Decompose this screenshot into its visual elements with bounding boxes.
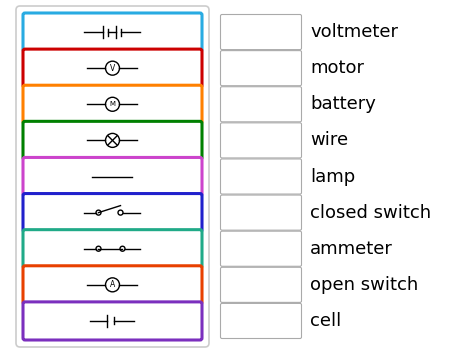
FancyBboxPatch shape [220,231,301,266]
Text: A: A [110,280,115,289]
Text: M: M [109,101,116,107]
Text: closed switch: closed switch [310,204,431,222]
FancyBboxPatch shape [23,302,202,340]
FancyBboxPatch shape [23,121,202,159]
FancyBboxPatch shape [23,266,202,304]
FancyBboxPatch shape [23,193,202,232]
FancyBboxPatch shape [23,49,202,87]
FancyBboxPatch shape [220,195,301,230]
Text: motor: motor [310,59,364,77]
FancyBboxPatch shape [220,15,301,50]
FancyBboxPatch shape [220,304,301,339]
Text: lamp: lamp [310,168,355,186]
Text: ammeter: ammeter [310,240,393,258]
FancyBboxPatch shape [23,158,202,196]
FancyBboxPatch shape [16,6,209,347]
FancyBboxPatch shape [220,267,301,302]
FancyBboxPatch shape [23,13,202,51]
Text: wire: wire [310,131,348,149]
Text: voltmeter: voltmeter [310,23,398,41]
FancyBboxPatch shape [220,159,301,194]
Text: V: V [110,64,115,73]
FancyBboxPatch shape [23,85,202,123]
FancyBboxPatch shape [220,51,301,86]
Text: open switch: open switch [310,276,418,294]
FancyBboxPatch shape [220,123,301,158]
FancyBboxPatch shape [220,87,301,122]
Text: battery: battery [310,95,376,113]
Text: cell: cell [310,312,341,330]
FancyBboxPatch shape [23,230,202,268]
